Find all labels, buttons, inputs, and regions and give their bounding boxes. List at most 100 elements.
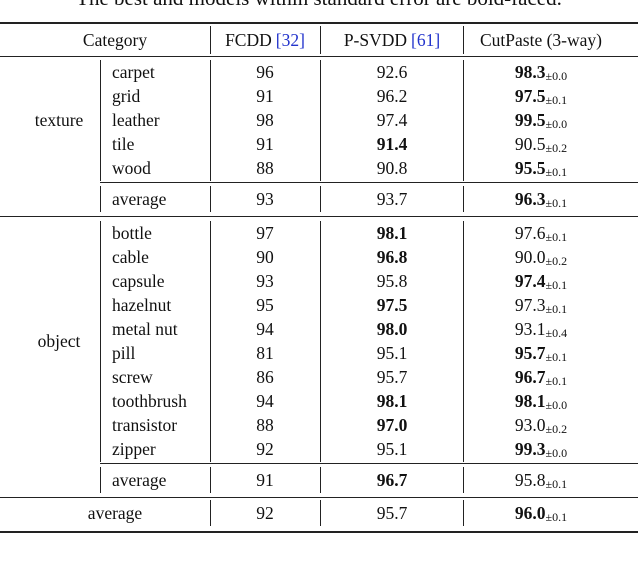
divider: [463, 500, 464, 526]
value: 98.0: [376, 319, 408, 339]
value: 95: [256, 295, 274, 315]
value: 93: [256, 189, 274, 209]
cell: 86: [256, 367, 274, 387]
value: 95.5: [514, 158, 546, 178]
cell: 96.2: [377, 86, 408, 106]
value: 98.1: [376, 223, 408, 243]
divider: [320, 467, 321, 493]
column-name: CutPaste (3-way): [480, 30, 602, 50]
cell: 97.0: [377, 415, 408, 435]
cell: 90.0±0.2: [515, 247, 567, 271]
row-name: carpet: [112, 62, 155, 82]
divider: [320, 26, 321, 54]
value: 96.7: [514, 367, 546, 387]
header-cell: CutPaste (3-way): [480, 30, 602, 50]
value: 88: [256, 415, 274, 435]
value: 93.1: [514, 319, 546, 339]
header-cell: Category: [82, 30, 148, 50]
value: 98.3: [514, 62, 546, 82]
cell: 91: [256, 86, 274, 106]
std-error: ±0.2: [545, 141, 568, 155]
value: 98.1: [376, 391, 408, 411]
cell: 81: [256, 343, 274, 363]
value: 96.0: [514, 503, 546, 523]
divider: [463, 221, 464, 462]
value: 94: [256, 319, 274, 339]
value: 95.1: [376, 343, 408, 363]
cell: 95.7: [377, 367, 408, 387]
cell: 91: [256, 470, 274, 490]
cell: 94: [256, 391, 274, 411]
value: 95.8: [514, 470, 546, 490]
divider: [463, 467, 464, 493]
cell: 97: [256, 223, 274, 243]
value: 97.3: [514, 295, 546, 315]
cell: 95.7±0.1: [515, 343, 567, 367]
std-error: ±0.1: [545, 477, 568, 491]
std-error: ±0.1: [545, 196, 568, 210]
cell: 98.1: [377, 391, 408, 411]
row-name: hazelnut: [112, 295, 172, 315]
value: 93.0: [514, 415, 546, 435]
group-label: object: [37, 331, 81, 351]
row-name: average: [87, 503, 143, 523]
cell: 95: [256, 295, 274, 315]
value: 96.8: [376, 247, 408, 267]
cell: 91.4: [377, 134, 408, 154]
std-error: ±0.1: [545, 510, 568, 524]
value: 90.5: [514, 134, 546, 154]
cell: 96: [256, 62, 274, 82]
cell: 91: [256, 134, 274, 154]
cell: 98.1: [377, 223, 408, 243]
cell: 92: [256, 439, 274, 459]
std-error: ±0.0: [545, 398, 568, 412]
value: 97.4: [514, 271, 546, 291]
cell: 99.3±0.0: [515, 439, 567, 463]
header-cell: FCDD [32]: [225, 30, 305, 50]
row-name: wood: [112, 158, 151, 178]
row-name: average: [112, 470, 167, 490]
citation: [32]: [275, 30, 305, 50]
rule: [0, 531, 638, 533]
divider: [210, 500, 211, 526]
cell: 95.1: [377, 439, 408, 459]
value: 97: [256, 223, 274, 243]
value: 91: [256, 134, 274, 154]
cell: 96.7: [377, 470, 408, 490]
cell: 94: [256, 319, 274, 339]
cell: 90.5±0.2: [515, 134, 567, 158]
divider: [463, 60, 464, 181]
std-error: ±0.1: [545, 93, 568, 107]
value: 96: [256, 62, 274, 82]
std-error: ±0.4: [545, 326, 568, 340]
cell: 92.6: [377, 62, 408, 82]
cell: 98.3±0.0: [515, 62, 567, 86]
cell: 93.1±0.4: [515, 319, 567, 343]
value: 96.7: [376, 470, 408, 490]
header-cell: P-SVDD [61]: [344, 30, 440, 50]
cell: 95.5±0.1: [515, 158, 567, 182]
cell: 97.3±0.1: [515, 295, 567, 319]
std-error: ±0.1: [545, 165, 568, 179]
cell: 93.0±0.2: [515, 415, 567, 439]
divider: [210, 186, 211, 212]
row-name: leather: [112, 110, 160, 130]
value: 90.8: [376, 158, 408, 178]
std-error: ±0.0: [545, 446, 568, 460]
divider: [210, 26, 211, 54]
row-name: bottle: [112, 223, 152, 243]
cell: 98.0: [377, 319, 408, 339]
caption: The best and models within standard erro…: [76, 0, 562, 9]
cell: 93.7: [377, 189, 408, 209]
divider: [100, 221, 101, 462]
citation: [61]: [411, 30, 441, 50]
std-error: ±0.0: [545, 117, 568, 131]
divider: [210, 467, 211, 493]
row-name: average: [112, 189, 167, 209]
value: 97.0: [376, 415, 408, 435]
cell: 99.5±0.0: [515, 110, 567, 134]
value: 91: [256, 86, 274, 106]
value: 95.8: [376, 271, 408, 291]
divider: [100, 186, 101, 212]
